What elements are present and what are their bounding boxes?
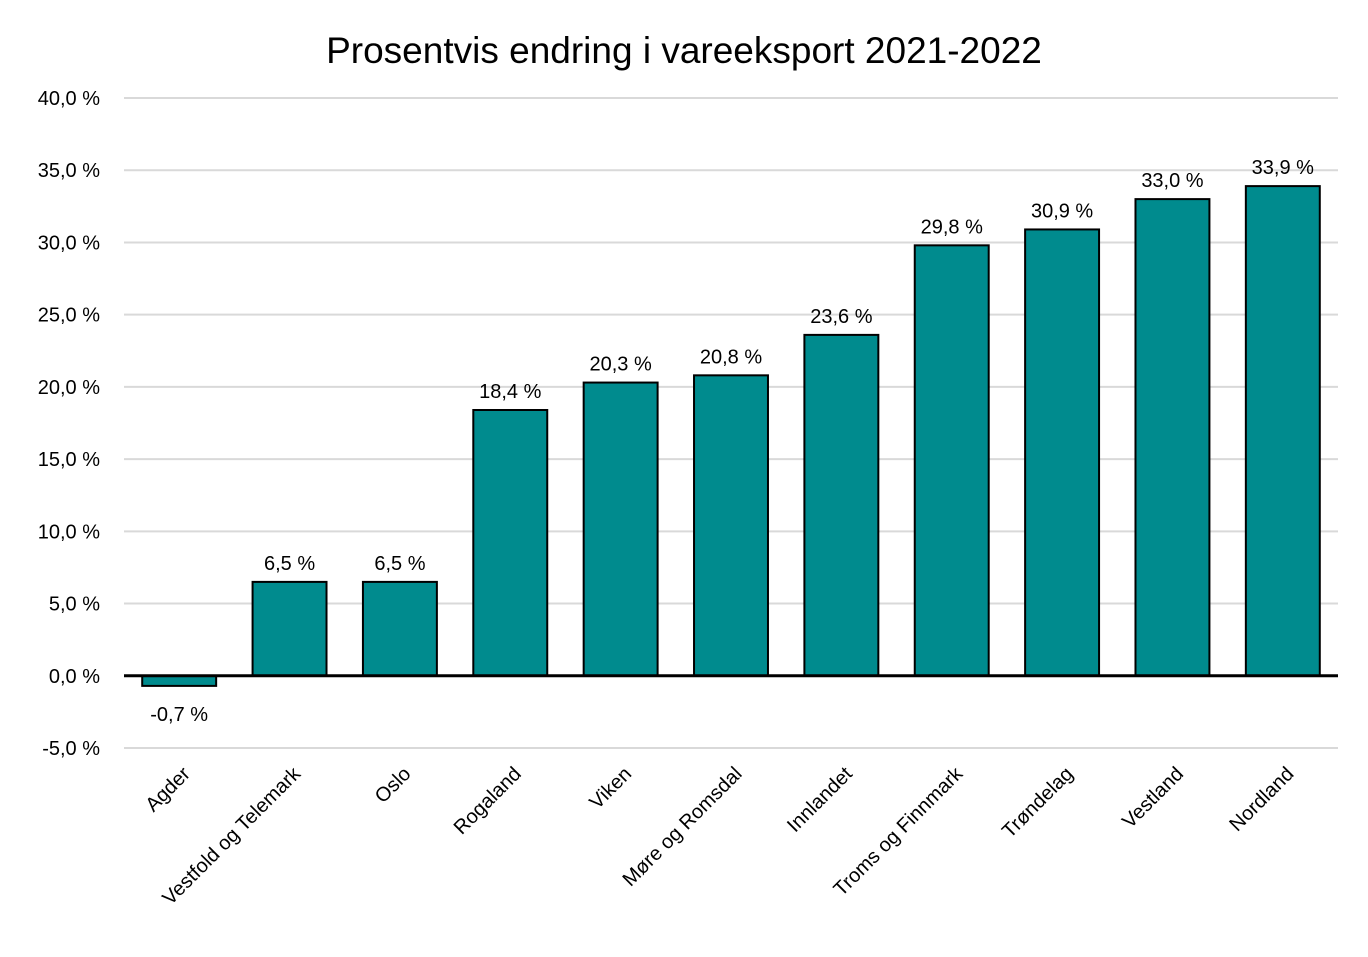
bar-trøndelag — [1024, 228, 1101, 677]
data-label: 6,5 % — [374, 553, 425, 575]
y-axis-ticks: -5,0 % 0,0 % 5,0 % 10,0 % 15,0 % 20,0 % 25,0 %… — [38, 88, 100, 760]
y-tick-label: 20,0 % — [38, 377, 100, 399]
category-label: Viken — [585, 763, 636, 814]
category-label: Trøndelag — [998, 763, 1077, 842]
bar-vestland — [1134, 198, 1211, 677]
bar-agder — [141, 674, 218, 687]
bar-troms-og-finnmark — [913, 244, 990, 677]
y-tick-label: 15,0 % — [38, 449, 100, 471]
y-tick-label: 0,0 % — [49, 666, 100, 688]
data-label: 23,6 % — [810, 306, 872, 328]
data-label: 30,9 % — [1031, 200, 1093, 222]
category-label: Agder — [141, 763, 195, 817]
category-label: Vestland — [1118, 763, 1188, 833]
y-tick-label: 35,0 % — [38, 160, 100, 182]
y-tick-label: 5,0 % — [49, 594, 100, 616]
bar-oslo — [361, 580, 438, 677]
y-tick-label: 40,0 % — [38, 88, 100, 110]
data-label: 6,5 % — [264, 553, 315, 575]
data-label: 29,8 % — [921, 216, 983, 238]
data-label: 33,9 % — [1252, 157, 1314, 179]
chart-title: Prosentvis endring i vareeksport 2021-20… — [326, 30, 1042, 71]
category-label: Innlandet — [783, 763, 857, 837]
data-label: -0,7 % — [150, 704, 208, 726]
category-label: Rogaland — [450, 763, 526, 839]
data-label: 33,0 % — [1141, 170, 1203, 192]
bar-møre-og-romsdal — [693, 374, 769, 677]
bar-rogaland — [472, 409, 549, 677]
bar-nordland — [1244, 185, 1321, 677]
y-tick-label: 30,0 % — [38, 232, 100, 254]
category-label: Nordland — [1225, 763, 1298, 836]
y-tick-label: -5,0 % — [42, 738, 100, 760]
data-label: 20,8 % — [700, 346, 762, 368]
bar-vestfold-og-telemark — [251, 580, 328, 677]
data-labels: -0,7 % 6,5 % 6,5 % 18,4 % 20,3 % 20,8 % 23,6 %… — [150, 157, 1314, 726]
y-tick-label: 25,0 % — [38, 305, 100, 327]
y-tick-label: 10,0 % — [38, 521, 100, 543]
category-label: Oslo — [371, 763, 416, 808]
data-label: 18,4 % — [479, 381, 541, 403]
bar-innlandet — [803, 333, 880, 677]
data-label: 20,3 % — [590, 354, 652, 376]
category-label: Møre og Romsdal — [619, 763, 747, 891]
bar-viken — [582, 381, 659, 677]
bars — [141, 185, 1321, 687]
